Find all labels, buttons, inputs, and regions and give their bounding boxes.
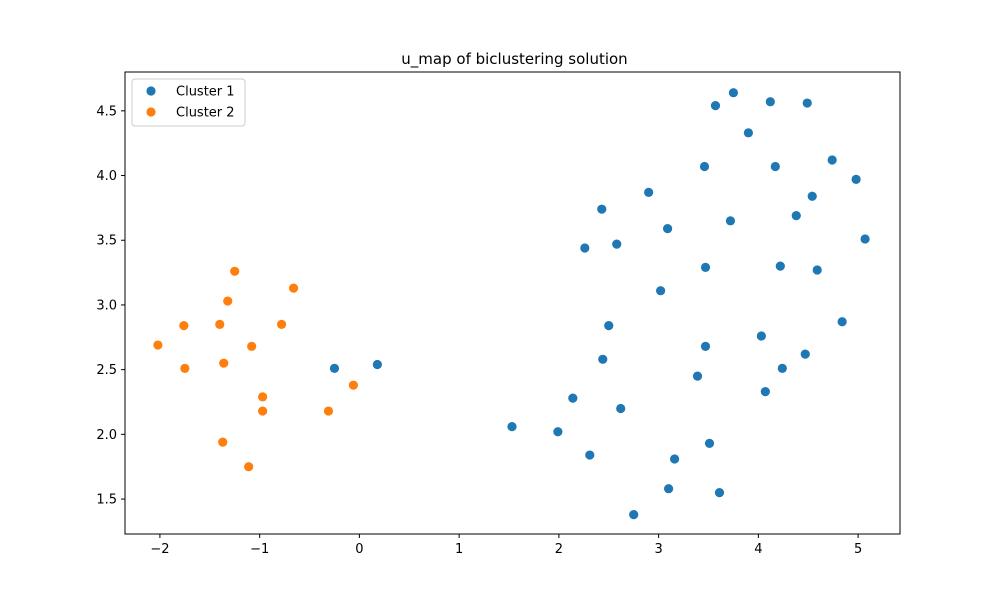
point-series-2-7 — [230, 266, 240, 276]
point-series-1-18 — [692, 371, 703, 381]
y-tick-label: 3.5 — [96, 234, 117, 249]
legend-marker-2 — [146, 107, 156, 117]
point-series-2-4 — [219, 358, 229, 368]
point-series-2-6 — [223, 296, 233, 306]
point-series-2-15 — [348, 380, 359, 390]
point-series-1-6 — [585, 450, 595, 460]
point-series-1-42 — [860, 234, 870, 244]
point-series-1-2 — [507, 421, 517, 432]
point-series-2-5 — [218, 437, 228, 447]
point-series-1-5 — [580, 243, 590, 253]
point-series-1-8 — [598, 354, 608, 364]
x-tick-label: 5 — [854, 542, 862, 557]
x-tick-label: 3 — [654, 542, 662, 557]
point-series-1-35 — [800, 349, 810, 359]
point-series-1-0 — [329, 363, 340, 373]
point-series-1-21 — [700, 341, 711, 351]
point-series-1-7 — [597, 204, 607, 214]
point-series-1-22 — [704, 438, 715, 449]
point-series-1-41 — [851, 174, 861, 185]
x-tick-label: 0 — [355, 542, 363, 557]
point-series-1-4 — [568, 393, 578, 403]
point-series-1-3 — [553, 427, 563, 437]
point-series-1-27 — [743, 128, 753, 138]
points-layer — [153, 88, 870, 520]
y-tick-label: 4.0 — [96, 169, 117, 184]
point-series-1-29 — [760, 387, 770, 397]
x-tick-label: 1 — [455, 542, 463, 557]
point-series-1-16 — [663, 484, 674, 494]
point-series-1-36 — [802, 98, 812, 108]
point-series-1-17 — [669, 454, 680, 464]
point-series-1-14 — [656, 286, 666, 296]
point-series-1-37 — [807, 191, 817, 201]
y-tick-label: 2.0 — [96, 428, 117, 443]
point-series-1-39 — [827, 155, 837, 165]
point-series-1-10 — [612, 239, 622, 249]
y-tick-label: 3.0 — [96, 298, 117, 313]
legend-label-2: Cluster 2 — [176, 106, 235, 121]
x-tick-label: 2 — [555, 542, 563, 557]
point-series-1-40 — [837, 317, 847, 327]
point-series-1-15 — [662, 223, 673, 234]
legend: Cluster 1 Cluster 2 — [131, 78, 246, 127]
point-series-2-0 — [153, 340, 163, 350]
point-series-1-24 — [714, 487, 725, 498]
point-series-2-8 — [244, 462, 254, 472]
point-series-1-20 — [700, 262, 711, 273]
point-series-1-12 — [629, 509, 639, 520]
plot-frame — [124, 71, 901, 535]
point-series-1-9 — [604, 321, 614, 331]
legend-marker-1 — [146, 86, 156, 96]
point-series-1-1 — [372, 359, 382, 370]
point-series-1-33 — [777, 363, 787, 373]
point-series-1-26 — [728, 88, 739, 98]
point-series-1-19 — [699, 161, 710, 172]
point-series-1-11 — [616, 403, 626, 414]
y-tick-label: 1.5 — [96, 493, 117, 508]
x-tick-label: −1 — [250, 542, 269, 557]
legend-label-1: Cluster 1 — [176, 85, 235, 100]
point-series-1-28 — [756, 331, 766, 341]
point-series-1-32 — [775, 261, 785, 271]
chart-title: u_map of biclustering solution — [401, 50, 627, 69]
x-tick-label: −2 — [150, 542, 169, 557]
point-series-2-12 — [276, 319, 287, 329]
point-series-1-13 — [644, 187, 654, 197]
x-axis: −2 −1 0 1 2 3 4 5 — [150, 534, 862, 557]
x-tick-label: 4 — [754, 542, 762, 557]
y-tick-label: 4.5 — [96, 104, 117, 119]
point-series-2-11 — [258, 406, 268, 416]
point-series-2-14 — [323, 406, 334, 416]
point-series-2-2 — [180, 363, 190, 373]
point-series-1-31 — [770, 161, 780, 172]
point-series-2-10 — [258, 392, 268, 402]
point-series-1-30 — [765, 97, 775, 107]
point-series-2-13 — [288, 283, 299, 293]
point-series-1-25 — [725, 216, 736, 226]
point-series-2-9 — [247, 341, 257, 351]
legend-box — [131, 78, 246, 127]
y-axis: 1.5 2.0 2.5 3.0 3.5 4.0 4.5 — [96, 104, 125, 508]
y-tick-label: 2.5 — [96, 363, 117, 378]
point-series-2-3 — [215, 319, 225, 329]
point-series-2-1 — [179, 321, 189, 331]
point-series-1-23 — [710, 101, 721, 111]
point-series-1-34 — [791, 211, 801, 221]
point-series-1-38 — [812, 265, 822, 275]
